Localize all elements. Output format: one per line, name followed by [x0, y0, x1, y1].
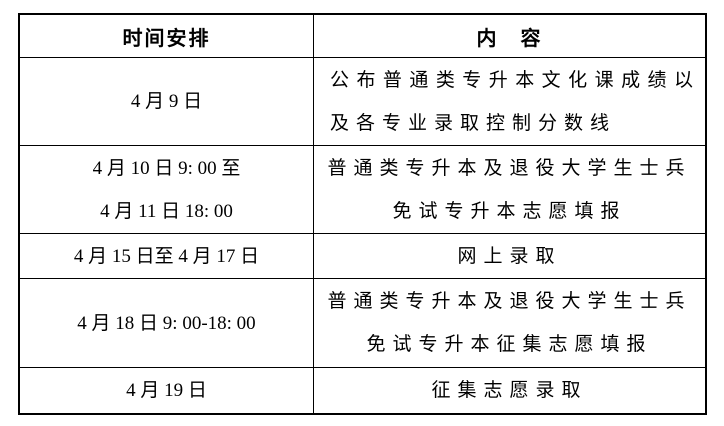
- content-text-line: 免试专升本征集志愿填报: [366, 334, 653, 355]
- content-text-line: 免试专升本志愿填报: [392, 200, 627, 222]
- header-cell-time: 时间安排: [20, 15, 314, 58]
- content-cell: 网上录取: [314, 234, 705, 279]
- time-cell: 4 月 19 日: [20, 368, 314, 413]
- time-cell: 4 月 15 日至 4 月 17 日: [20, 234, 314, 279]
- header-time-label: 时间安排: [122, 27, 211, 50]
- time-text: 4 月 10 日 9: 00 至: [92, 157, 241, 179]
- header-content-label: 内 容: [476, 27, 543, 50]
- content-text-line: 普通类专升本及退役大学生士兵: [327, 291, 692, 312]
- time-text: 4 月 11 日 18: 00: [100, 200, 233, 222]
- time-text: 4 月 19 日: [126, 380, 207, 401]
- content-text-line: 征集志愿录取: [431, 380, 588, 401]
- content-text-line: 网上录取: [457, 245, 562, 267]
- time-text: 4 月 9 日: [130, 91, 203, 112]
- header-cell-content: 内 容: [314, 15, 705, 58]
- time-text: 4 月 18 日 9: 00-18: 00: [77, 312, 256, 334]
- content-cell: 公布普通类专升本文化课成绩以 及各专业录取控制分数线: [314, 58, 705, 146]
- time-cell: 4 月 18 日 9: 00-18: 00: [20, 279, 314, 368]
- time-cell: 4 月 9 日: [20, 58, 314, 146]
- content-text-line: 普通类专升本及退役大学生士兵: [327, 157, 692, 179]
- content-cell: 普通类专升本及退役大学生士兵 免试专升本志愿填报: [314, 146, 705, 234]
- content-cell: 普通类专升本及退役大学生士兵 免试专升本征集志愿填报: [314, 279, 705, 368]
- content-cell: 征集志愿录取: [314, 368, 705, 413]
- content-text-line: 及各专业录取控制分数线: [330, 112, 617, 134]
- content-text-line: 公布普通类专升本文化课成绩以: [330, 69, 693, 91]
- admission-schedule-table: 时间安排 内 容 4 月 9 日 公布普通类专升本文化课成绩以 及各专业录取控制…: [18, 13, 707, 415]
- time-cell: 4 月 10 日 9: 00 至 4 月 11 日 18: 00: [20, 146, 314, 234]
- time-text: 4 月 15 日至 4 月 17 日: [73, 245, 260, 267]
